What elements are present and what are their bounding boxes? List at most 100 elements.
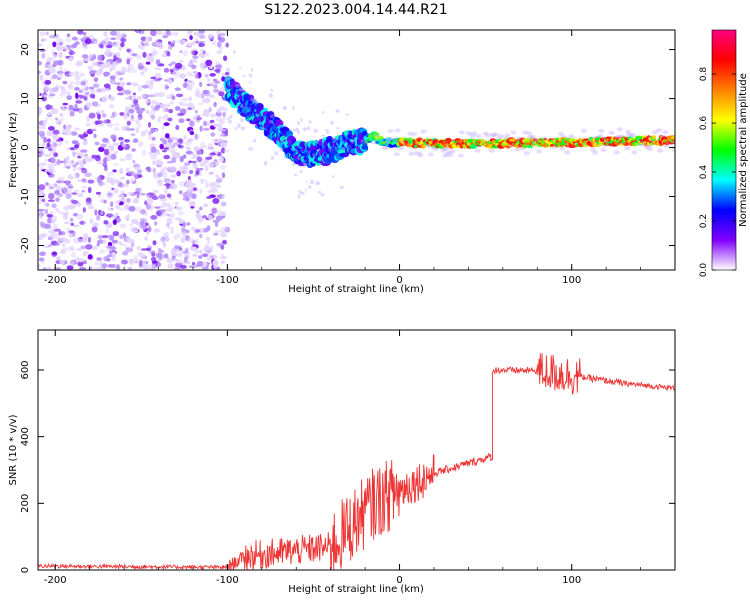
spectrogram-noise-blob bbox=[188, 62, 193, 66]
spectrogram-noise-blob bbox=[225, 71, 230, 76]
spectrogram-halo bbox=[657, 148, 664, 153]
spectrogram-noise-blob bbox=[178, 190, 183, 195]
spectrogram-noise-blob bbox=[129, 223, 134, 227]
spectrogram-noise-blob bbox=[38, 147, 43, 152]
spectrogram-noise-blob bbox=[150, 127, 155, 134]
spectrogram-noise-blob bbox=[100, 143, 107, 148]
spectrogram-noise-blob bbox=[73, 167, 77, 172]
spectrogram-noise-blob bbox=[49, 211, 54, 215]
spectrogram-noise-blob bbox=[74, 74, 81, 81]
spectrogram-noise-blob bbox=[176, 39, 182, 44]
spectrogram-noise-blob bbox=[153, 221, 158, 226]
spectrogram-noise-blob bbox=[136, 110, 144, 114]
spectrogram-noise-blob bbox=[150, 215, 158, 220]
spectrogram-noise-blob bbox=[157, 183, 165, 187]
spectrogram-noise-blob bbox=[200, 178, 204, 185]
spectrogram-noise-blob bbox=[128, 170, 136, 177]
spectrogram-noise-blob bbox=[198, 102, 204, 106]
spectrogram-noise-blob bbox=[174, 74, 179, 79]
spectrogram-halo bbox=[580, 128, 587, 133]
spectrogram-noise-blob bbox=[126, 167, 130, 173]
spectrogram-noise-blob bbox=[195, 93, 203, 98]
spectrogram-noise-blob bbox=[81, 189, 86, 193]
spectrogram-noise-blob bbox=[151, 51, 156, 57]
spectrogram-noise-blob bbox=[71, 160, 75, 164]
spectrogram-noise-blob bbox=[49, 93, 56, 97]
spectrogram-noise-blob bbox=[81, 54, 89, 59]
spectrogram-noise-blob bbox=[102, 161, 108, 168]
spectrogram-noise-blob bbox=[181, 250, 189, 254]
spectrogram-noise-blob bbox=[194, 133, 198, 140]
spectrogram-scatter-blob bbox=[298, 190, 302, 195]
spectrogram-noise-blob bbox=[208, 171, 214, 175]
spectrogram-scatter-blob bbox=[226, 67, 231, 72]
spectrogram-noise-blob bbox=[79, 72, 85, 78]
spectrogram-noise-blob bbox=[115, 41, 120, 47]
spectrogram-noise-blob bbox=[108, 67, 113, 72]
spectrogram-noise-blob bbox=[203, 108, 210, 114]
spectrogram-noise-blob bbox=[88, 34, 95, 38]
spectrogram-noise-blob bbox=[114, 82, 121, 85]
spectrogram-noise-blob bbox=[65, 129, 73, 136]
spectrogram-noise-blob bbox=[170, 61, 176, 65]
spectrogram-noise-blob bbox=[185, 229, 190, 234]
spectrogram-noise-blob bbox=[51, 203, 57, 208]
spectrogram-noise-blob bbox=[113, 123, 121, 126]
spectrogram-noise-blob bbox=[101, 113, 107, 118]
spectrogram-noise-blob bbox=[107, 207, 112, 211]
spectrogram-noise-blob bbox=[145, 54, 153, 61]
spectrogram-halo bbox=[447, 153, 454, 158]
spectrogram-noise-blob bbox=[68, 50, 76, 55]
spectrogram-noise-blob bbox=[68, 176, 74, 180]
spectrogram-noise-blob bbox=[207, 214, 213, 220]
spectrogram-noise-blob bbox=[101, 96, 108, 103]
spectrogram-noise-blob bbox=[159, 169, 165, 173]
spectrogram-noise-blob bbox=[134, 54, 142, 59]
spectrogram-noise-blob bbox=[42, 245, 50, 249]
spectrogram-noise-blob bbox=[140, 71, 145, 76]
spectrogram-noise-blob bbox=[126, 218, 129, 221]
spectrogram-noise-blob bbox=[112, 231, 120, 237]
spectrogram-noise-blob bbox=[206, 237, 211, 241]
spectrogram-noise-blob bbox=[168, 79, 173, 85]
spectrogram-noise-blob bbox=[182, 50, 189, 57]
spectrogram-noise-blob bbox=[172, 142, 179, 146]
spectrogram-noise-blob bbox=[185, 150, 194, 155]
spectrogram-noise-blob bbox=[66, 227, 70, 232]
spectrogram-noise-blob bbox=[191, 246, 198, 251]
spectrogram-noise-blob bbox=[95, 156, 101, 162]
spectrogram-noise-blob bbox=[52, 129, 60, 135]
spectrogram-noise-blob bbox=[199, 81, 203, 88]
spectrogram-scatter-blob bbox=[229, 114, 233, 119]
spectrogram-noise-blob bbox=[38, 184, 46, 191]
spectrogram-data bbox=[38, 30, 675, 270]
spectrogram-noise-blob bbox=[82, 207, 87, 213]
spectrogram-noise-blob bbox=[151, 136, 156, 141]
spectrogram-noise-blob bbox=[77, 30, 84, 35]
spectrogram-noise-blob bbox=[137, 84, 143, 92]
spectrogram-noise-blob bbox=[67, 57, 75, 60]
spectrogram-noise-blob bbox=[171, 147, 176, 153]
spectrogram-noise-blob bbox=[46, 267, 52, 270]
spectrogram-halo bbox=[440, 148, 447, 153]
spectrogram-noise-blob bbox=[54, 117, 59, 121]
spectrogram-halo bbox=[597, 134, 604, 138]
spectrogram-noise-blob bbox=[38, 216, 44, 220]
spectrogram-scatter-blob bbox=[335, 109, 340, 113]
spectrogram-noise-blob bbox=[134, 255, 138, 261]
spectrogram-noise-blob bbox=[66, 95, 72, 101]
spectrogram-noise-blob bbox=[145, 61, 151, 65]
spectrogram-halo bbox=[616, 127, 623, 132]
spectrogram-noise-blob bbox=[104, 88, 111, 92]
spectrogram-noise-blob bbox=[93, 222, 99, 226]
spectrogram-scatter-blob bbox=[248, 73, 253, 78]
spectrogram-noise-blob bbox=[71, 36, 78, 41]
spectrogram-noise-blob bbox=[142, 263, 149, 270]
spectrogram-noise-blob bbox=[114, 126, 120, 131]
spectrogram-noise-blob bbox=[168, 63, 173, 66]
spectrogram-noise-blob bbox=[61, 105, 65, 110]
spectrogram-scatter-blob bbox=[302, 127, 307, 132]
spectrogram-noise-blob bbox=[220, 260, 226, 264]
spectrogram-noise-blob bbox=[203, 127, 210, 131]
spectrogram-noise-blob bbox=[192, 253, 198, 257]
